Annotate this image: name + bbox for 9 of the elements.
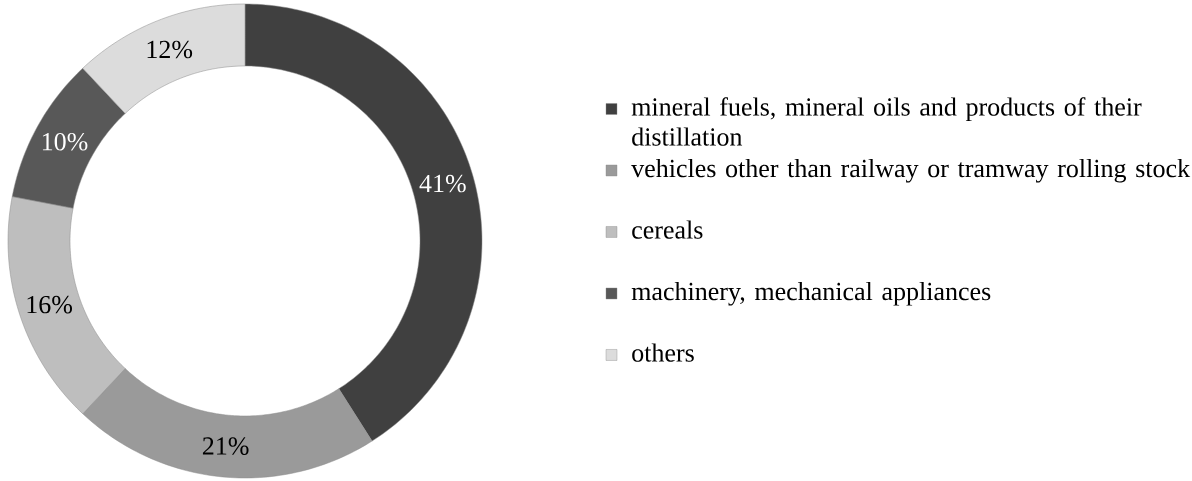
legend-label: others	[632, 343, 694, 362]
legend-label: vehicles other than railway or tramway rolling stock	[631, 158, 1191, 183]
data-label: 41%	[419, 174, 466, 193]
legend-label: machinery, mechanical appliances	[631, 281, 991, 306]
data-label: 12%	[147, 40, 193, 59]
data-label: 10%	[42, 132, 88, 151]
data-label: 21%	[202, 437, 249, 455]
legend-label: cereals	[632, 220, 703, 239]
data-label: 16%	[27, 295, 73, 314]
